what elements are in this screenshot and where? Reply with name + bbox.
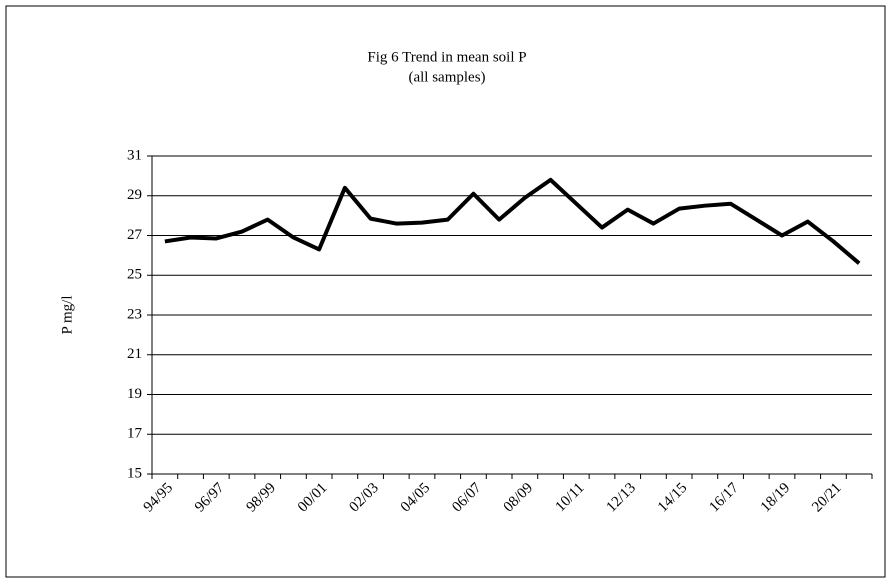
chart-subtitle: (all samples) xyxy=(408,69,485,85)
chart-title: Fig 6 Trend in mean soil P xyxy=(367,49,526,65)
y-tick-label: 25 xyxy=(127,267,142,283)
y-tick-label: 21 xyxy=(127,346,142,362)
chart-frame xyxy=(5,5,886,578)
y-tick-label: 15 xyxy=(127,465,142,481)
y-tick-label: 19 xyxy=(127,386,142,402)
y-tick-label: 29 xyxy=(127,187,142,203)
data-line xyxy=(164,177,861,265)
y-tick-label: 23 xyxy=(127,306,142,322)
y-tick-label: 17 xyxy=(127,426,143,442)
y-axis-label: P mg/l xyxy=(59,295,75,334)
y-tick-label: 27 xyxy=(127,227,143,243)
y-tick-label: 31 xyxy=(127,147,142,163)
